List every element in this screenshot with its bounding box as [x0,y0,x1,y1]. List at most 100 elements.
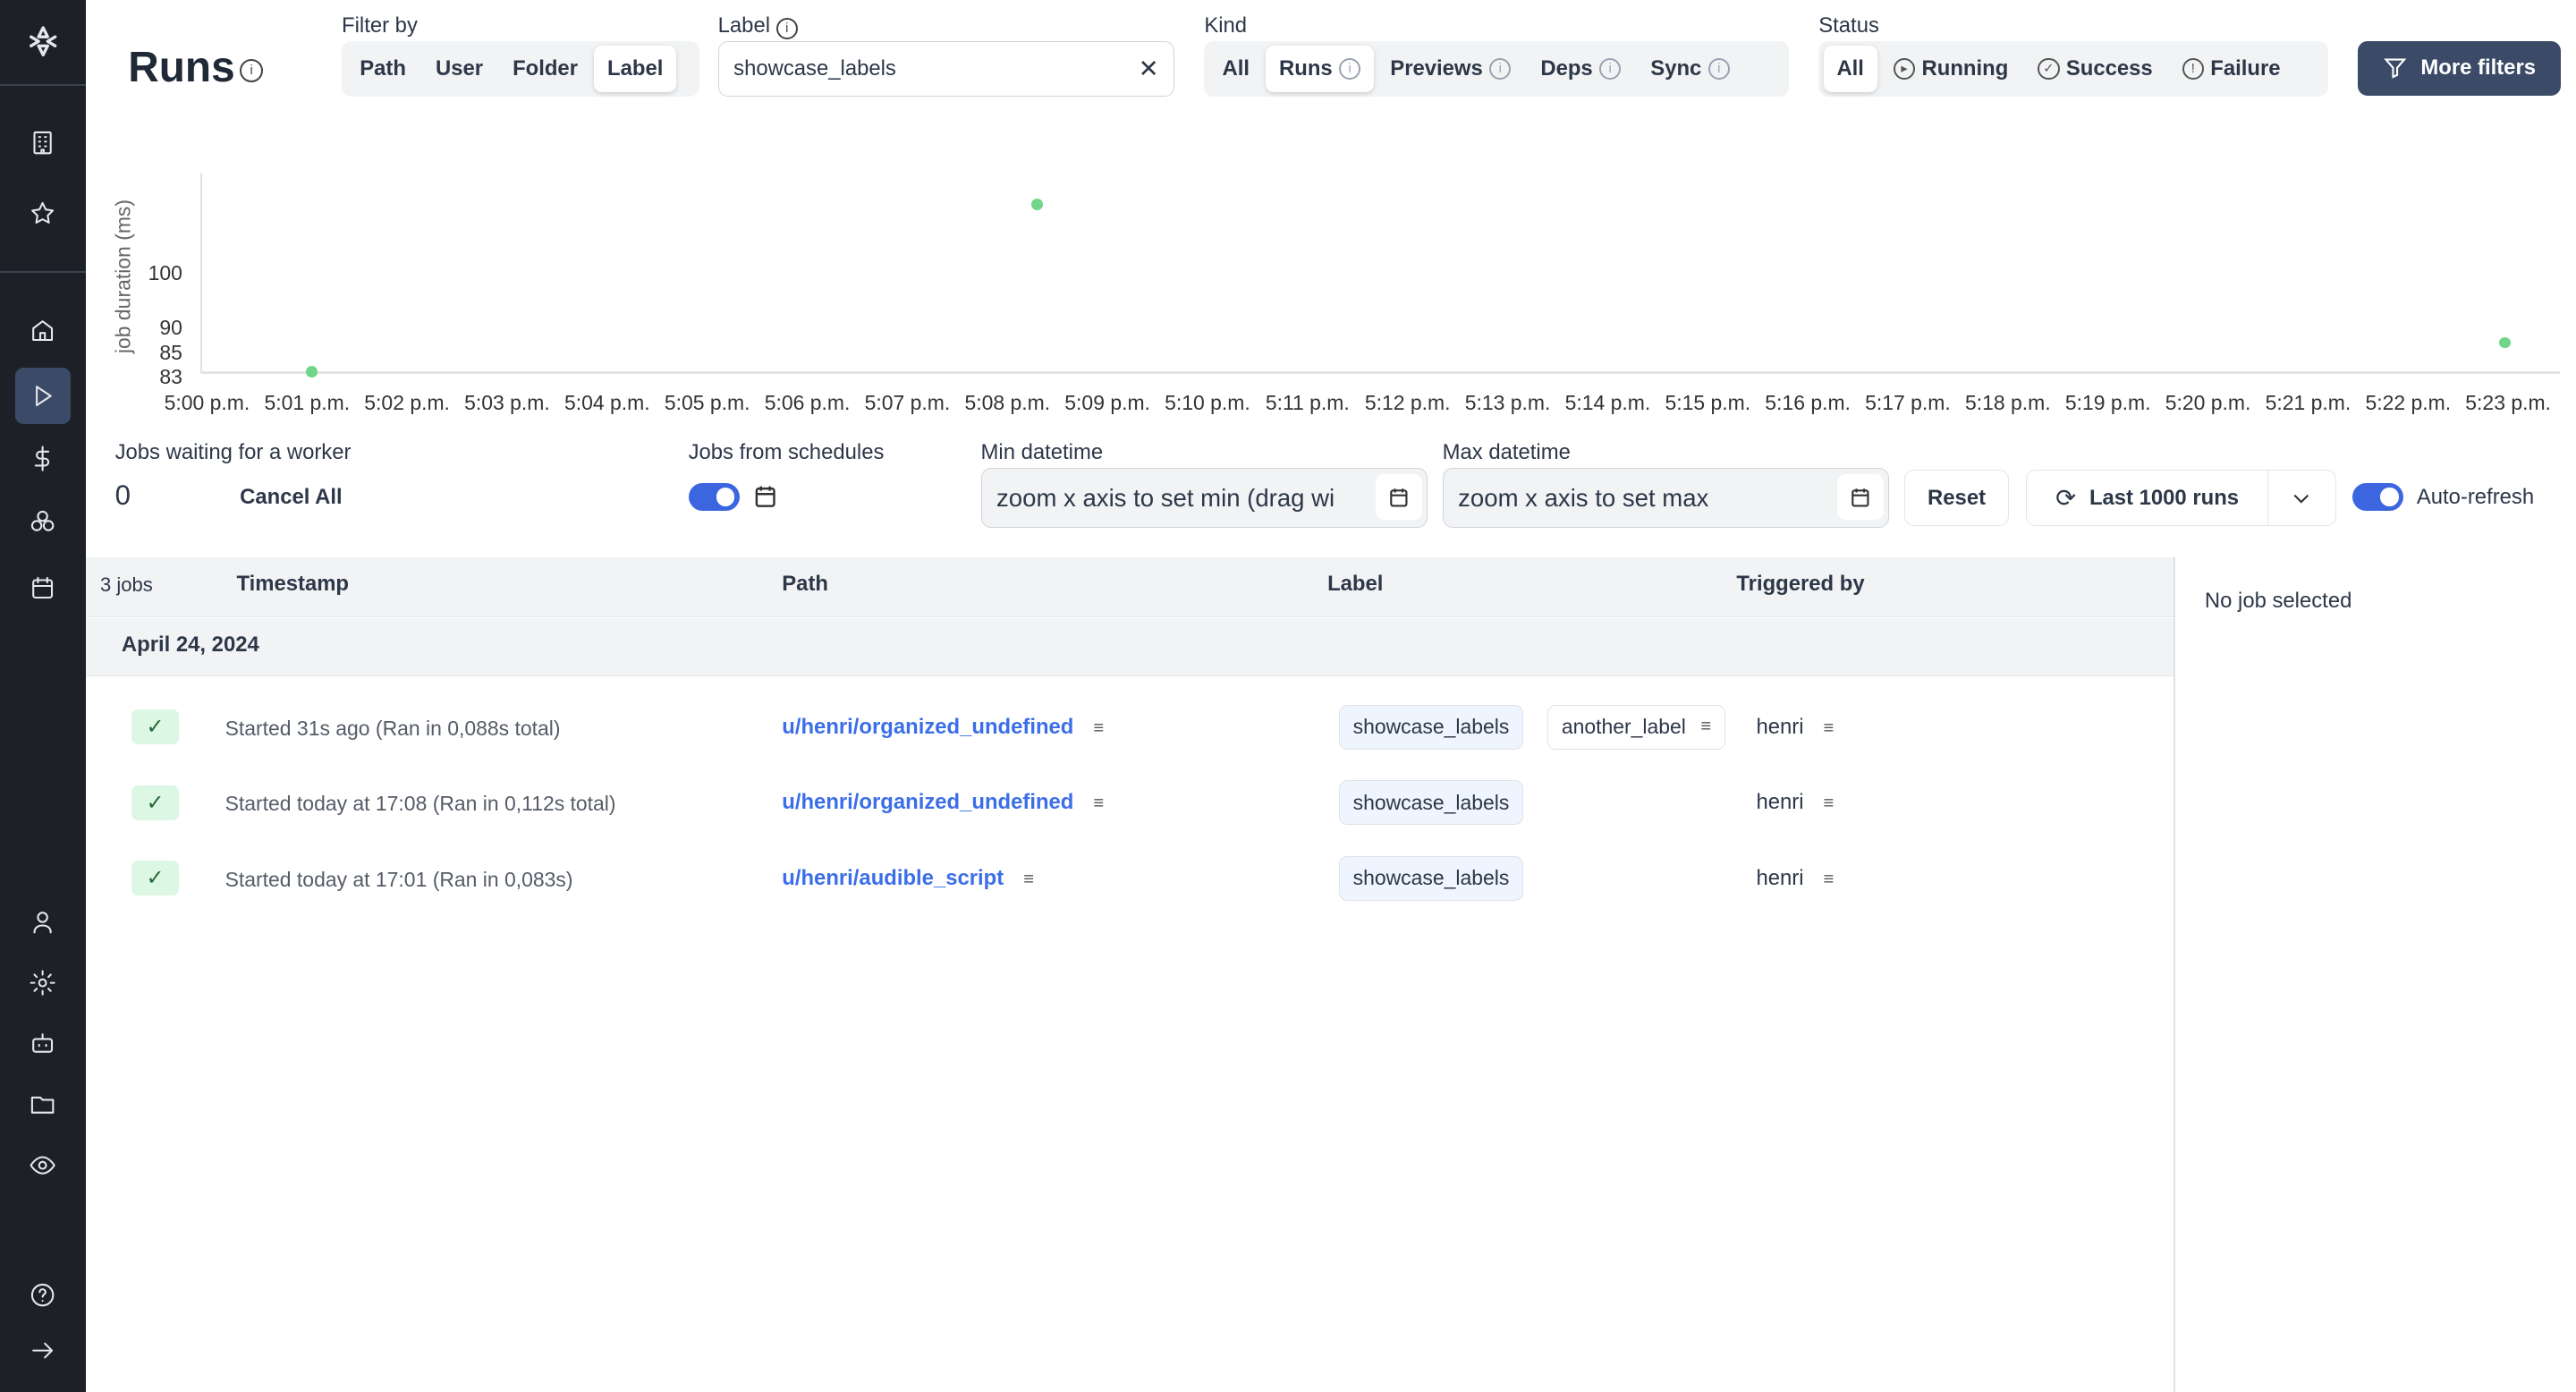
status-success[interactable]: ✓ Success [2025,46,2166,91]
table-row[interactable]: ✓ Started today at 17:01 (Ran in 0,083s)… [86,843,2175,918]
jobs-from-schedules-toggle[interactable] [688,482,740,512]
more-filters-button[interactable]: More filters [2357,40,2562,96]
duration-chart[interactable]: job duration (ms) 83 85 90 100 5:00 p.m. 5:0… [86,148,2576,427]
x-tick-label: 5:12 p.m. [1364,391,1451,415]
x-tick-label: 5:23 p.m. [2465,391,2551,415]
data-point[interactable] [306,365,318,378]
x-tick-label: 5:11 p.m. [1265,391,1350,415]
min-datetime-label: Min datetime [980,440,1104,465]
status-running[interactable]: ▸ Running [1880,46,2021,91]
calendar-icon[interactable] [21,567,64,610]
help-icon[interactable] [21,1273,64,1316]
status-all[interactable]: All [1823,46,1877,92]
auto-refresh-toggle[interactable] [2352,482,2404,512]
filter-icon: ≡ [1093,717,1105,738]
label-filter-input[interactable]: showcase_labels ✕ [717,40,1175,98]
info-icon: i [1707,58,1730,81]
filter-by-label: Filter by [342,13,418,38]
filter-path[interactable]: Path [360,56,406,81]
header-triggered-by: Triggered by [1736,572,1865,597]
play-circle-icon: ▸ [1893,58,1916,81]
max-datetime-label: Max datetime [1442,440,1571,465]
resources-icon[interactable] [21,501,64,544]
y-tick-label: 85 [159,340,182,364]
arrow-right-icon[interactable] [21,1329,64,1372]
kind-deps[interactable]: Deps i [1528,46,1634,91]
dollar-icon[interactable] [21,437,64,480]
cancel-all-button[interactable]: Cancel All [240,484,343,509]
table-row[interactable]: ✓ Started 31s ago (Ran in 0,088s total) … [86,692,2175,767]
label-chip[interactable]: showcase_labels [1338,855,1523,901]
user-icon[interactable] [21,901,64,944]
row-timestamp: Started today at 17:01 (Ran in 0,083s) [225,867,573,891]
kind-previews[interactable]: Previews i [1377,46,1524,91]
workspace-icon[interactable] [21,122,64,165]
row-path-link[interactable]: u/henri/audible_script ≡ [782,865,1035,890]
filter-folder[interactable]: Folder [513,56,578,81]
max-datetime-input[interactable]: zoom x axis to set max [1442,468,1890,528]
filter-user[interactable]: User [435,56,484,81]
row-timestamp: Started today at 17:08 (Ran in 0,112s to… [225,792,616,816]
clear-icon[interactable]: ✕ [1138,55,1159,83]
table-row[interactable]: ✓ Started today at 17:08 (Ran in 0,112s … [86,768,2175,843]
filter-icon: ≡ [1093,794,1105,814]
folder-icon[interactable] [21,1082,64,1125]
y-tick-label: 83 [159,365,182,389]
row-triggered-by: henri ≡ [1756,790,1835,815]
row-triggered-by: henri ≡ [1756,714,1835,739]
min-datetime-input[interactable]: zoom x axis to set min (drag wi [980,468,1428,528]
success-check-icon: ✓ [131,785,180,820]
label-chip[interactable]: showcase_labels [1338,780,1523,826]
alert-circle-icon: ! [2182,58,2204,81]
sidebar [0,0,86,1392]
filter-icon[interactable]: ≡ [1823,869,1835,889]
jobs-from-schedules-label: Jobs from schedules [688,440,885,465]
robot-icon[interactable] [21,1022,64,1065]
row-path-link[interactable]: u/henri/organized_undefined ≡ [782,790,1105,815]
windmill-logo[interactable] [21,20,64,63]
filter-icon [2384,58,2407,80]
label-filter-label: Label i [718,13,798,39]
chevron-down-icon [2294,494,2309,504]
data-point[interactable] [2498,336,2511,349]
eye-icon[interactable] [21,1143,64,1186]
x-tick-label: 5:05 p.m. [664,391,750,415]
reset-button[interactable]: Reset [1903,470,2010,526]
gear-icon[interactable] [21,961,64,1004]
filter-icon[interactable]: ≡ [1823,794,1835,814]
calendar-icon[interactable] [1837,473,1884,521]
info-icon[interactable]: i [240,59,264,83]
jobs-waiting-count: 0 [114,480,131,512]
filter-icon[interactable]: ≡ [1823,717,1835,738]
y-tick-label: 90 [159,316,182,340]
info-icon: i [1339,58,1361,81]
label-chip[interactable]: showcase_labels [1338,704,1523,750]
star-icon[interactable] [21,192,64,235]
kind-runs[interactable]: Runs i [1266,46,1374,92]
data-point[interactable] [1031,199,1044,211]
kind-sync[interactable]: Sync i [1638,46,1743,91]
x-tick-label: 5:02 p.m. [364,391,450,415]
label-chip[interactable]: another_label ≡ [1547,704,1725,750]
table-header: 3 jobs Timestamp Path Label Triggered by [85,556,2175,617]
status-label: Status [1818,13,1879,38]
info-icon: i [1599,58,1622,81]
last-runs-button[interactable]: ⟳ Last 1000 runs [2025,470,2269,526]
home-icon[interactable] [21,309,64,352]
x-tick-label: 5:18 p.m. [1965,391,2051,415]
calendar-icon[interactable] [1376,473,1422,521]
kind-all[interactable]: All [1222,56,1250,81]
jobs-waiting-label: Jobs waiting for a worker [114,440,352,465]
filter-icon: ≡ [1700,717,1712,737]
last-runs-dropdown[interactable] [2267,470,2336,526]
success-check-icon: ✓ [131,709,180,745]
info-icon[interactable]: i [775,17,798,39]
panel-divider [2173,556,2175,1392]
runs-icon[interactable] [14,368,71,424]
row-path-link[interactable]: u/henri/organized_undefined ≡ [782,714,1105,739]
filter-label[interactable]: Label [594,46,677,92]
status-failure[interactable]: ! Failure [2169,46,2293,91]
y-axis-line [200,172,202,373]
x-tick-label: 5:20 p.m. [2165,391,2251,415]
calendar-icon[interactable] [752,483,778,509]
